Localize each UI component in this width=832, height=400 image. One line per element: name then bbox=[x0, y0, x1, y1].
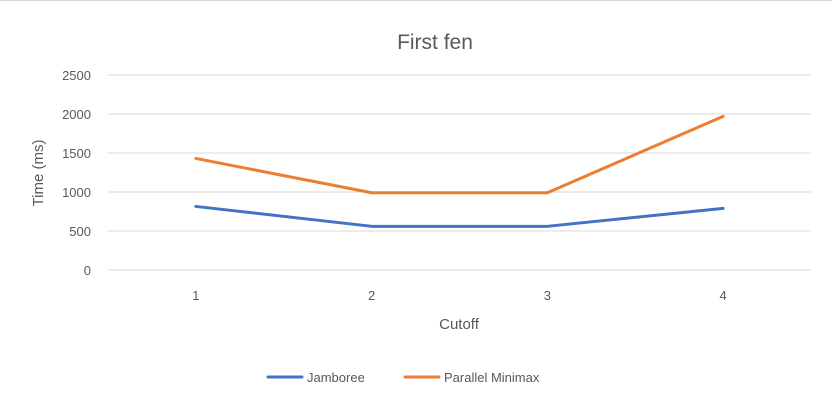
x-tick-label: 4 bbox=[720, 288, 727, 303]
legend-label: Parallel Minimax bbox=[444, 370, 540, 385]
x-axis-tick-labels: 1 2 3 4 bbox=[192, 288, 726, 303]
legend: Jamboree Parallel Minimax bbox=[266, 370, 540, 385]
series-line-1 bbox=[194, 114, 725, 195]
x-tick-label: 3 bbox=[544, 288, 551, 303]
y-tick-label: 1000 bbox=[62, 185, 91, 200]
chart-title: First fen bbox=[397, 31, 473, 54]
y-tick-label: 500 bbox=[69, 224, 91, 239]
y-tick-label: 0 bbox=[84, 263, 91, 278]
series-line-0 bbox=[194, 204, 725, 228]
x-tick-label: 2 bbox=[368, 288, 375, 303]
x-axis-title: Cutoff bbox=[439, 316, 480, 333]
y-axis-title: Time (ms) bbox=[30, 140, 47, 207]
y-tick-label: 2000 bbox=[62, 107, 91, 122]
legend-label: Jamboree bbox=[307, 370, 365, 385]
gridlines bbox=[108, 74, 811, 271]
y-tick-label: 1500 bbox=[62, 146, 91, 161]
y-tick-label: 2500 bbox=[62, 68, 91, 83]
y-axis-tick-labels: 0 500 1000 1500 2000 2500 bbox=[62, 68, 91, 278]
series-lines bbox=[194, 114, 725, 228]
x-tick-label: 1 bbox=[192, 288, 199, 303]
